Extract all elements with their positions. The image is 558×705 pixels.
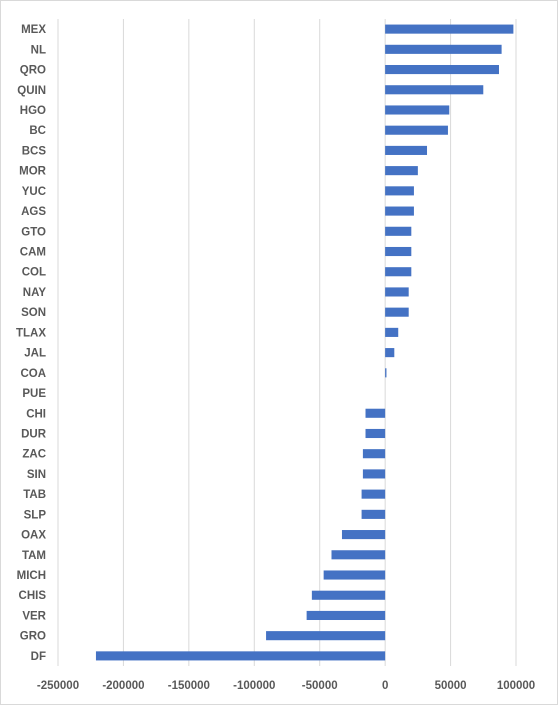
category-label-chis: CHIS [19,590,47,602]
category-label-son: SON [21,307,46,319]
category-label-gto: GTO [21,226,46,238]
category-label-tlax: TLAX [16,327,46,339]
x-tick-label-5: 0 [382,680,388,692]
bar-coa [385,368,387,378]
category-label-mor: MOR [19,166,47,178]
x-tick-label-0: -250000 [37,680,79,692]
bar-tab [361,489,386,499]
category-label-gro: GRO [20,631,46,643]
x-tick-label-6: 50000 [435,680,467,692]
category-label-cam: CAM [20,247,46,259]
bar-quin [385,85,484,95]
category-label-coa: COA [20,368,46,380]
category-label-quin: QUIN [17,85,46,97]
category-label-jal: JAL [24,348,46,360]
category-label-chi: CHI [26,408,46,420]
category-label-slp: SLP [24,509,47,521]
category-label-nl: NL [31,44,46,56]
category-label-qro: QRO [20,65,46,77]
category-label-pue: PUE [22,388,46,400]
bar-jal [385,348,395,358]
bar-col [385,267,412,277]
category-label-mich: MICH [17,570,46,582]
bar-ver [306,610,386,621]
bar-nl [385,44,502,54]
bar-mich [323,570,386,580]
category-label-col: COL [22,267,46,279]
bar-bc [385,125,448,135]
category-label-bcs: BCS [22,145,47,157]
bar-gro [266,631,386,641]
bar-mor [385,166,418,176]
bar-bcs [385,145,428,155]
bar-ags [385,206,414,216]
bar-chis [311,590,386,600]
bar-tlax [385,327,399,337]
bar-tam [331,550,386,560]
bar-df [95,651,386,661]
category-label-dur: DUR [21,428,47,440]
bar-hgo [385,105,450,115]
category-label-mex: MEX [21,24,46,36]
category-label-tam: TAM [22,550,46,562]
bar-oax [341,530,386,540]
bar-yuc [385,186,414,196]
x-tick-label-4: -50000 [302,680,338,692]
x-tick-label-7: 100000 [497,680,535,692]
bar-chi [365,408,386,418]
category-label-sin: SIN [27,469,46,481]
category-label-tab: TAB [23,489,46,501]
x-tick-label-2: -150000 [168,680,210,692]
category-label-oax: OAX [21,530,46,542]
category-label-yuc: YUC [22,186,46,198]
category-label-ags: AGS [21,206,46,218]
category-label-ver: VER [22,610,46,622]
category-label-nay: NAY [23,287,47,299]
bar-sin [362,469,386,479]
bar-gto [385,226,412,236]
bar-mex [385,24,514,34]
bar-slp [361,509,386,519]
bar-zac [362,449,386,459]
bar-cam [385,246,412,257]
x-tick-label-1: -200000 [102,680,144,692]
category-label-hgo: HGO [20,105,46,117]
bar-son [385,307,409,317]
category-label-bc: BC [29,125,46,137]
category-label-zac: ZAC [22,449,46,461]
category-label-df: DF [31,651,46,663]
bar-nay [385,287,409,297]
bar-dur [365,428,386,439]
x-tick-label-3: -100000 [233,680,275,692]
bar-qro [385,64,499,75]
